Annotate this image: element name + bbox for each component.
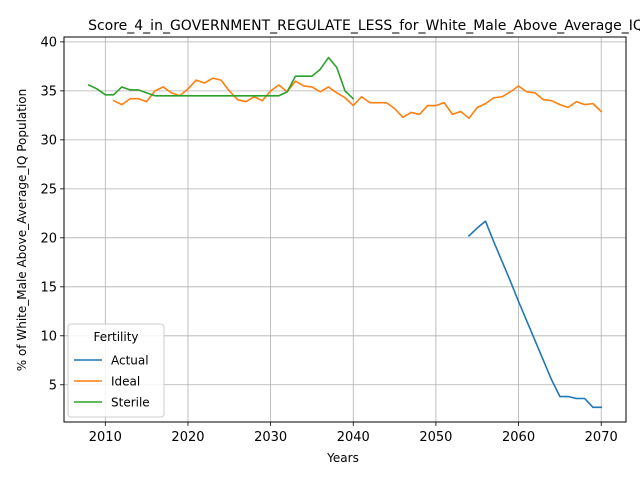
x-axis-ticks: 2010 2020 2030 2040 2050 2060 2070 [89, 422, 618, 445]
legend-label-sterile: Sterile [111, 396, 150, 410]
x-tick-label: 2070 [585, 430, 618, 445]
y-tick-label: 40 [40, 35, 57, 50]
series-line-ideal [112, 77, 603, 120]
legend-title: Fertility [93, 330, 138, 344]
y-tick-label: 35 [40, 84, 57, 99]
y-tick-label: 15 [40, 280, 57, 295]
x-tick-label: 2060 [502, 430, 535, 445]
legend-box [67, 323, 165, 418]
y-tick-label: 30 [40, 133, 57, 148]
x-tick-label: 2040 [337, 430, 370, 445]
x-axis-label: Years [326, 451, 359, 465]
y-axis-ticks: 5 10 15 20 25 30 35 40 [40, 35, 64, 393]
series-line-sterile [87, 56, 355, 100]
series-lines [87, 56, 603, 409]
y-tick-label: 5 [49, 378, 57, 393]
x-tick-label: 2010 [89, 430, 122, 445]
plot-area-frame [63, 36, 627, 423]
x-tick-label: 2050 [419, 430, 452, 445]
y-axis-label: % of White_Male Above_Average_IQ Populat… [15, 89, 29, 372]
y-tick-label: 20 [40, 231, 57, 246]
y-tick-label: 10 [40, 329, 57, 344]
legend-label-ideal: Ideal [111, 375, 140, 389]
series-line-actual [467, 220, 603, 409]
x-tick-label: 2030 [254, 430, 287, 445]
x-tick-label: 2020 [171, 430, 204, 445]
y-tick-label: 25 [40, 182, 57, 197]
chart-title: Score_4_in_GOVERNMENT_REGULATE_LESS_for_… [88, 18, 640, 34]
legend: Fertility Actual Ideal Sterile [67, 323, 165, 418]
legend-label-actual: Actual [111, 354, 149, 368]
